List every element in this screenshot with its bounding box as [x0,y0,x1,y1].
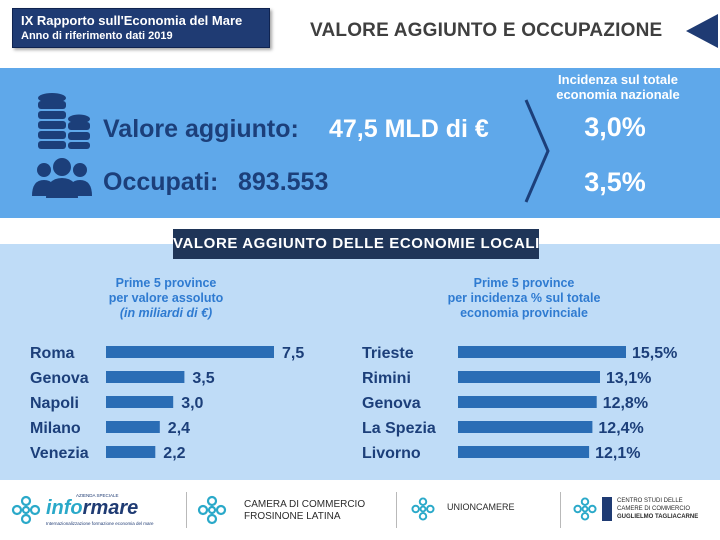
tagliacarne-line3: GUGLIELMO TAGLIACARNE [617,514,699,520]
left-bar [106,371,185,383]
left-value-label: 3,5 [192,370,214,387]
informare-emblem-icon [11,495,41,525]
separator [186,492,187,528]
value-added-value: 47,5 MLD di € [329,115,489,143]
employed-label: Occupati: [103,168,219,196]
report-title: IX Rapporto sull'Economia del Mare [21,13,243,28]
left-category-label: Milano [30,420,81,437]
employed-value: 893.553 [238,168,329,196]
section-title: VALORE AGGIUNTO DELLE ECONOMIE LOCALI [173,229,539,259]
tagliacarne-line1: CENTRO STUDI DELLE [617,498,683,504]
left-chart-title-line: (in miliardi di €) [119,306,213,320]
right-category-label: Livorno [362,445,421,462]
right-chart-title: Prime 5 province per incidenza % sul tot… [384,276,664,321]
informare-tagline: Internazionalizzazione formazione econom… [46,521,154,526]
informare-part-a: info [46,497,83,519]
left-value-label: 3,0 [181,395,203,412]
value-added-share: 3,0% [584,112,646,142]
left-category-label: Venezia [30,445,89,462]
left-bar [106,446,156,458]
left-bar [106,421,160,433]
right-value-label: 12,1% [595,445,640,462]
tagliacarne-emblem-icon [573,497,597,521]
informare-part-b: rmare [82,497,139,519]
separator [560,492,561,528]
right-value-label: 12,8% [603,395,648,412]
right-chart-title-line: Prime 5 province [473,276,575,290]
report-badge: IX Rapporto sull'Economia del Mare Anno … [12,8,270,48]
unioncamere-label: UNIONCAMERE [447,502,515,512]
charts-band [0,244,720,480]
left-chart-title-line: per valore assoluto [108,291,224,305]
left-category-label: Genova [30,370,89,387]
left-category-label: Napoli [30,395,79,412]
left-bar [106,346,274,358]
kpi-band [0,68,720,218]
right-value-label: 12,4% [598,420,643,437]
right-bar [458,421,593,433]
right-chart-title-line: economia provinciale [460,306,588,320]
employed-share: 3,5% [584,167,646,197]
footer [0,482,720,540]
right-value-label: 13,1% [606,370,651,387]
tagliacarne-bar-icon [602,497,612,521]
value-added-label: Valore aggiunto: [103,115,299,143]
back-arrow-icon[interactable] [686,14,718,48]
unioncamere-emblem-icon [411,497,435,521]
left-value-label: 7,5 [282,345,304,362]
right-category-label: La Spezia [362,420,436,437]
camera-commercio-line2: FROSINONE LATINA [244,511,341,522]
incidence-title: Incidenza sul totale economia nazionale [556,72,680,102]
coins-stack-icon [38,93,90,149]
left-value-label: 2,2 [163,445,185,462]
right-bar [458,371,600,383]
people-group-icon [32,158,92,198]
chevron-right-icon [524,99,550,203]
informare-top: AZIENDA SPECIALE [76,493,119,498]
right-bar [458,446,590,458]
report-subtitle: Anno di riferimento dati 2019 [21,30,173,42]
right-bar [458,346,626,358]
left-chart-title-line: Prime 5 province [115,276,217,290]
slide-title: VALORE AGGIUNTO E OCCUPAZIONE [310,20,663,41]
left-value-label: 2,4 [168,420,190,437]
right-value-label: 15,5% [632,345,677,362]
left-category-label: Roma [30,345,75,362]
left-chart-title: Prime 5 province per valore assoluto (in… [26,276,306,321]
separator [396,492,397,528]
right-category-label: Trieste [362,345,414,362]
right-chart-title-line: per incidenza % sul totale [447,291,601,305]
informare-logo: informare [46,497,138,520]
right-category-label: Rimini [362,370,411,387]
left-bar [106,396,174,408]
camera-commercio-emblem-icon [197,495,227,525]
right-category-label: Genova [362,395,421,412]
camera-commercio-line1: CAMERA DI COMMERCIO [244,499,366,510]
right-bar [458,396,597,408]
tagliacarne-line2: CAMERE DI COMMERCIO [617,506,691,512]
